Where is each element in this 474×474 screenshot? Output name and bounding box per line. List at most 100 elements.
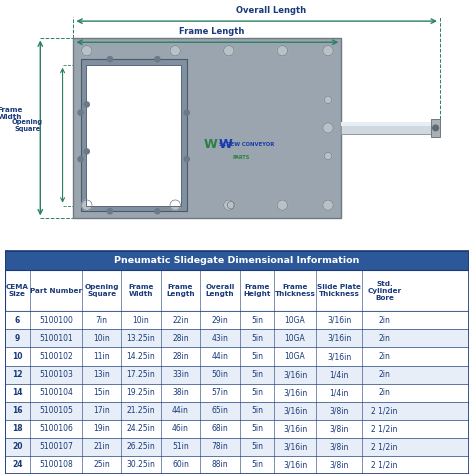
- Text: 5100101: 5100101: [39, 334, 73, 343]
- Text: 26.25in: 26.25in: [127, 442, 155, 451]
- Text: 3/16in: 3/16in: [327, 316, 351, 325]
- Text: Opening
Square: Opening Square: [12, 119, 43, 132]
- Text: 3/16in: 3/16in: [283, 424, 307, 433]
- Text: 5100100: 5100100: [39, 316, 73, 325]
- Text: 60in: 60in: [172, 460, 189, 469]
- Text: 88in: 88in: [212, 460, 228, 469]
- Text: 24: 24: [12, 460, 23, 469]
- Text: 14.25in: 14.25in: [127, 352, 155, 361]
- Text: 5in: 5in: [251, 460, 263, 469]
- Text: 19.25in: 19.25in: [127, 388, 155, 397]
- Circle shape: [323, 123, 333, 133]
- Text: 2 1/2in: 2 1/2in: [371, 424, 398, 433]
- Text: 12: 12: [12, 370, 23, 379]
- Text: 28in: 28in: [172, 352, 189, 361]
- Text: 10in: 10in: [133, 316, 149, 325]
- Text: 2 1/2in: 2 1/2in: [371, 460, 398, 469]
- Text: 50in: 50in: [211, 370, 228, 379]
- Circle shape: [155, 56, 160, 62]
- Text: 9: 9: [15, 334, 20, 343]
- Text: 10GA: 10GA: [285, 352, 305, 361]
- Text: 30.25in: 30.25in: [127, 460, 155, 469]
- Text: 13.25in: 13.25in: [127, 334, 155, 343]
- Text: 3/16in: 3/16in: [283, 370, 307, 379]
- Bar: [5, 365, 469, 383]
- Text: 13in: 13in: [93, 370, 110, 379]
- Circle shape: [108, 56, 113, 62]
- Text: 5in: 5in: [251, 388, 263, 397]
- Circle shape: [78, 110, 83, 115]
- Circle shape: [324, 152, 332, 160]
- Bar: [5, 311, 469, 329]
- Text: Frame Length: Frame Length: [180, 27, 245, 36]
- Text: 5100105: 5100105: [39, 406, 73, 415]
- Text: 10in: 10in: [93, 334, 110, 343]
- Circle shape: [84, 149, 90, 154]
- Bar: [5, 438, 469, 456]
- Text: 10GA: 10GA: [285, 316, 305, 325]
- Text: 5in: 5in: [251, 334, 263, 343]
- Text: 24.25in: 24.25in: [127, 424, 155, 433]
- Text: 18: 18: [12, 424, 23, 433]
- Text: 3/8in: 3/8in: [329, 406, 349, 415]
- Text: 3/16in: 3/16in: [283, 406, 307, 415]
- Text: 17.25in: 17.25in: [127, 370, 155, 379]
- Circle shape: [323, 46, 333, 56]
- Text: 43in: 43in: [211, 334, 228, 343]
- Bar: [5, 270, 469, 311]
- Text: 29in: 29in: [212, 316, 228, 325]
- Text: 57in: 57in: [211, 388, 228, 397]
- Text: Part Number: Part Number: [30, 288, 82, 294]
- Text: 38in: 38in: [172, 388, 189, 397]
- Circle shape: [184, 110, 190, 115]
- Text: 3/16in: 3/16in: [283, 460, 307, 469]
- Text: Std.
Cylinder
Bore: Std. Cylinder Bore: [367, 281, 401, 301]
- Bar: [86, 65, 181, 206]
- Text: 5in: 5in: [251, 406, 263, 415]
- Text: 2in: 2in: [379, 316, 391, 325]
- Text: W: W: [218, 138, 232, 151]
- Bar: [5, 329, 469, 347]
- Text: 5100102: 5100102: [39, 352, 73, 361]
- Text: 15in: 15in: [93, 388, 110, 397]
- Text: 5100107: 5100107: [39, 442, 73, 451]
- Text: 65in: 65in: [211, 406, 228, 415]
- Bar: [5, 420, 469, 438]
- Text: 33in: 33in: [172, 370, 189, 379]
- Text: 11in: 11in: [93, 352, 110, 361]
- Text: Opening
Square: Opening Square: [84, 284, 119, 297]
- Text: Overall
Length: Overall Length: [205, 284, 235, 297]
- Text: 28in: 28in: [172, 334, 189, 343]
- Text: 51in: 51in: [172, 442, 189, 451]
- Text: W: W: [204, 138, 218, 151]
- Bar: [77, 41, 337, 215]
- Bar: [5, 251, 469, 270]
- Text: Frame
Width: Frame Width: [0, 107, 23, 120]
- Circle shape: [323, 200, 333, 210]
- Text: 5in: 5in: [251, 316, 263, 325]
- Text: PARTS: PARTS: [232, 155, 249, 160]
- Text: CEMA
Size: CEMA Size: [6, 284, 29, 297]
- Bar: [341, 122, 431, 134]
- Text: 2in: 2in: [379, 352, 391, 361]
- Text: 21.25in: 21.25in: [127, 406, 155, 415]
- Text: SCREW CONVEYOR: SCREW CONVEYOR: [219, 142, 274, 147]
- Text: 46in: 46in: [172, 424, 189, 433]
- Circle shape: [155, 209, 160, 214]
- Text: 3/16in: 3/16in: [283, 388, 307, 397]
- Text: Pneumatic Slidegate Dimensional Information: Pneumatic Slidegate Dimensional Informat…: [114, 256, 360, 265]
- Text: 2in: 2in: [379, 370, 391, 379]
- Text: 5100108: 5100108: [39, 460, 73, 469]
- Text: 7in: 7in: [96, 316, 108, 325]
- Circle shape: [277, 46, 288, 56]
- Circle shape: [82, 46, 92, 56]
- Bar: [341, 122, 431, 126]
- Text: 10: 10: [12, 352, 23, 361]
- Text: 16: 16: [12, 406, 23, 415]
- Text: 10GA: 10GA: [285, 334, 305, 343]
- Bar: [73, 37, 341, 219]
- Circle shape: [224, 46, 234, 56]
- Text: 14: 14: [12, 388, 23, 397]
- Text: 5in: 5in: [251, 352, 263, 361]
- Text: 25in: 25in: [93, 460, 110, 469]
